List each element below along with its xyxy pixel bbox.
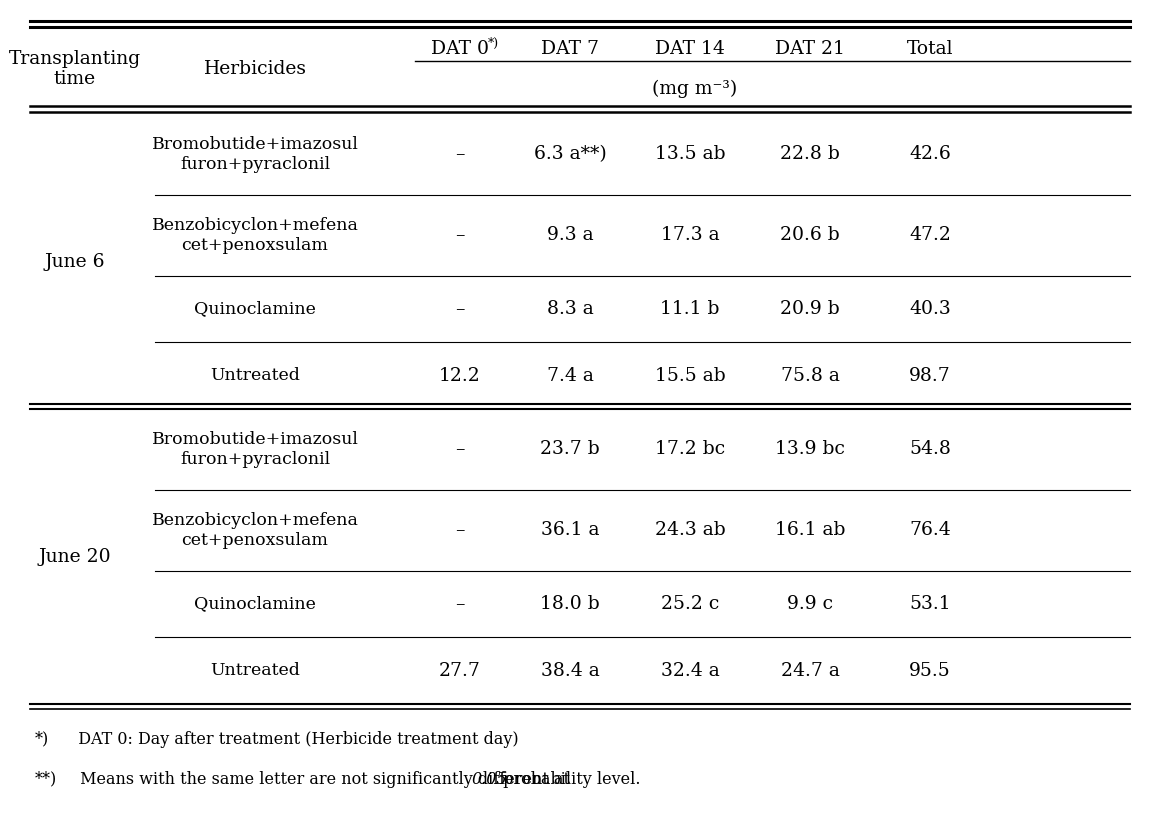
Text: Benzobicyclon+mefena: Benzobicyclon+mefena (152, 217, 359, 234)
Text: 9.9 c: 9.9 c (787, 595, 833, 613)
Text: 13.5 ab: 13.5 ab (654, 145, 725, 163)
Text: DAT 21: DAT 21 (775, 40, 845, 58)
Text: Quinoclamine: Quinoclamine (195, 595, 316, 613)
Text: Bromobutide+imazosul: Bromobutide+imazosul (152, 136, 359, 153)
Text: 11.1 b: 11.1 b (660, 300, 720, 318)
Text: June 20: June 20 (38, 547, 111, 565)
Text: 75.8 a: 75.8 a (780, 367, 840, 384)
Text: 17.3 a: 17.3 a (661, 226, 719, 244)
Text: 25.2 c: 25.2 c (661, 595, 719, 613)
Text: *): *) (488, 37, 499, 49)
Text: 15.5 ab: 15.5 ab (654, 367, 725, 384)
Text: cet+penoxsulam: cet+penoxsulam (182, 532, 329, 549)
Text: –: – (455, 440, 464, 459)
Text: 13.9 bc: 13.9 bc (775, 440, 845, 459)
Text: 20.6 b: 20.6 b (780, 226, 840, 244)
Text: –: – (455, 300, 464, 318)
Text: furon+pyraclonil: furon+pyraclonil (179, 156, 330, 173)
Text: –: – (455, 226, 464, 244)
Text: Benzobicyclon+mefena: Benzobicyclon+mefena (152, 512, 359, 529)
Text: 18.0 b: 18.0 b (540, 595, 600, 613)
Text: 0.05: 0.05 (472, 771, 507, 787)
Text: (mg m⁻³): (mg m⁻³) (652, 80, 738, 98)
Text: 8.3 a: 8.3 a (547, 300, 593, 318)
Text: 7.4 a: 7.4 a (547, 367, 593, 384)
Text: DAT 0: Day after treatment (Herbicide treatment day): DAT 0: Day after treatment (Herbicide tr… (68, 731, 519, 747)
Text: 20.9 b: 20.9 b (780, 300, 840, 318)
Text: DAT 7: DAT 7 (541, 40, 599, 58)
Text: Means with the same letter are not significantly different at: Means with the same letter are not signi… (75, 771, 576, 787)
Text: 16.1 ab: 16.1 ab (775, 521, 845, 540)
Text: Untreated: Untreated (210, 367, 300, 384)
Text: 95.5: 95.5 (909, 661, 951, 680)
Text: time: time (54, 70, 96, 88)
Text: Untreated: Untreated (210, 662, 300, 679)
Text: 12.2: 12.2 (439, 367, 481, 384)
Text: DAT 14: DAT 14 (655, 40, 725, 58)
Text: 53.1: 53.1 (909, 595, 951, 613)
Text: cet+penoxsulam: cet+penoxsulam (182, 237, 329, 254)
Text: 54.8: 54.8 (909, 440, 951, 459)
Text: 6.3 a**): 6.3 a**) (534, 145, 607, 163)
Text: Quinoclamine: Quinoclamine (195, 300, 316, 318)
Text: 76.4: 76.4 (909, 521, 951, 540)
Text: 47.2: 47.2 (909, 226, 951, 244)
Text: June 6: June 6 (45, 253, 105, 270)
Text: 24.3 ab: 24.3 ab (654, 521, 725, 540)
Text: 9.3 a: 9.3 a (547, 226, 593, 244)
Text: 23.7 b: 23.7 b (540, 440, 600, 459)
Text: Total: Total (907, 40, 953, 58)
Text: 24.7 a: 24.7 a (780, 661, 840, 680)
Text: 36.1 a: 36.1 a (541, 521, 599, 540)
Text: –: – (455, 521, 464, 540)
Text: 38.4 a: 38.4 a (541, 661, 600, 680)
Text: 22.8 b: 22.8 b (780, 145, 840, 163)
Text: 27.7: 27.7 (439, 661, 481, 680)
Text: –: – (455, 145, 464, 163)
Text: *): *) (35, 731, 50, 747)
Text: **): **) (35, 771, 57, 787)
Text: Herbicides: Herbicides (204, 60, 307, 78)
Text: –: – (455, 595, 464, 613)
Text: 32.4 a: 32.4 a (660, 661, 719, 680)
Text: Transplanting: Transplanting (9, 50, 141, 68)
Text: probability level.: probability level. (498, 771, 640, 787)
Text: Bromobutide+imazosul: Bromobutide+imazosul (152, 431, 359, 448)
Text: DAT 0: DAT 0 (431, 40, 489, 58)
Text: 40.3: 40.3 (909, 300, 951, 318)
Text: 42.6: 42.6 (909, 145, 951, 163)
Text: 98.7: 98.7 (909, 367, 951, 384)
Text: 17.2 bc: 17.2 bc (655, 440, 725, 459)
Text: furon+pyraclonil: furon+pyraclonil (179, 451, 330, 468)
